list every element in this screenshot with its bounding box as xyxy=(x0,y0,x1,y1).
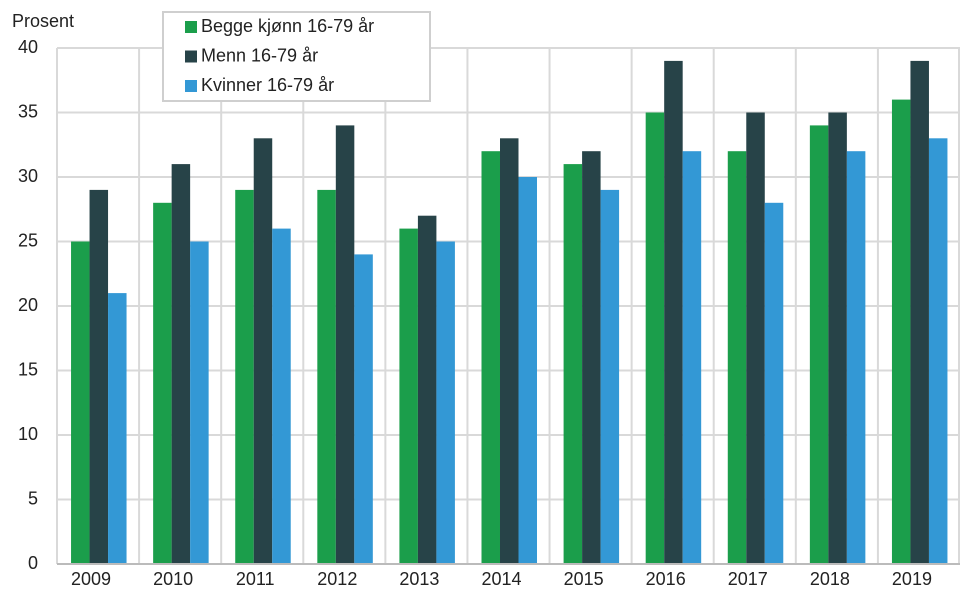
y-axis-label: Prosent xyxy=(12,11,74,31)
y-tick-label: 40 xyxy=(18,37,38,57)
bar xyxy=(481,151,500,564)
x-tick-label: 2019 xyxy=(892,569,932,589)
bar xyxy=(171,164,191,564)
bar xyxy=(335,125,355,565)
legend-label: Kvinner 16-79 år xyxy=(201,75,334,95)
bar xyxy=(317,189,336,564)
x-tick-label: 2018 xyxy=(810,569,850,589)
legend-label: Menn 16-79 år xyxy=(201,45,318,65)
y-tick-label: 25 xyxy=(18,230,38,250)
x-tick-label: 2012 xyxy=(317,569,357,589)
bar xyxy=(664,60,683,565)
bar xyxy=(764,202,784,565)
bar xyxy=(928,138,948,565)
x-tick-label: 2009 xyxy=(71,569,111,589)
bar xyxy=(682,151,702,564)
x-tick-label: 2014 xyxy=(481,569,521,589)
bar xyxy=(582,151,601,564)
bar xyxy=(891,99,911,564)
x-tick-label: 2015 xyxy=(564,569,604,589)
bar xyxy=(645,112,665,564)
x-tick-label: 2016 xyxy=(646,569,686,589)
legend-label: Begge kjønn 16-79 år xyxy=(201,16,374,36)
legend-swatch xyxy=(185,80,197,92)
y-tick-label: 35 xyxy=(18,101,38,121)
y-tick-label: 0 xyxy=(28,553,38,573)
y-tick-label: 30 xyxy=(18,166,38,186)
bar xyxy=(500,138,519,565)
bar xyxy=(600,189,620,564)
bar xyxy=(518,177,537,564)
bar xyxy=(436,241,455,564)
legend-swatch xyxy=(185,50,197,63)
bar xyxy=(89,189,109,564)
bar xyxy=(153,202,172,565)
bar xyxy=(253,138,273,565)
bar xyxy=(828,112,847,564)
y-tick-label: 5 xyxy=(28,488,38,508)
x-tick-label: 2010 xyxy=(153,569,193,589)
bar xyxy=(190,241,209,564)
bar xyxy=(399,228,418,564)
bar xyxy=(910,60,929,565)
legend-swatch xyxy=(185,21,197,33)
legend-box xyxy=(162,11,431,102)
x-tick-label: 2013 xyxy=(399,569,439,589)
bar xyxy=(354,254,373,564)
bar xyxy=(235,189,254,564)
y-tick-label: 10 xyxy=(18,424,38,444)
bar xyxy=(846,151,866,564)
bar xyxy=(272,228,291,564)
bar xyxy=(563,164,583,564)
bar xyxy=(417,215,437,564)
bar xyxy=(727,151,747,564)
bar xyxy=(809,125,829,565)
y-tick-label: 20 xyxy=(18,295,38,315)
x-tick-label: 2011 xyxy=(236,569,275,589)
y-tick-label: 15 xyxy=(18,359,38,379)
x-tick-label: 2017 xyxy=(728,569,768,589)
bar xyxy=(746,112,765,564)
bar xyxy=(108,293,127,564)
bar xyxy=(71,241,90,564)
